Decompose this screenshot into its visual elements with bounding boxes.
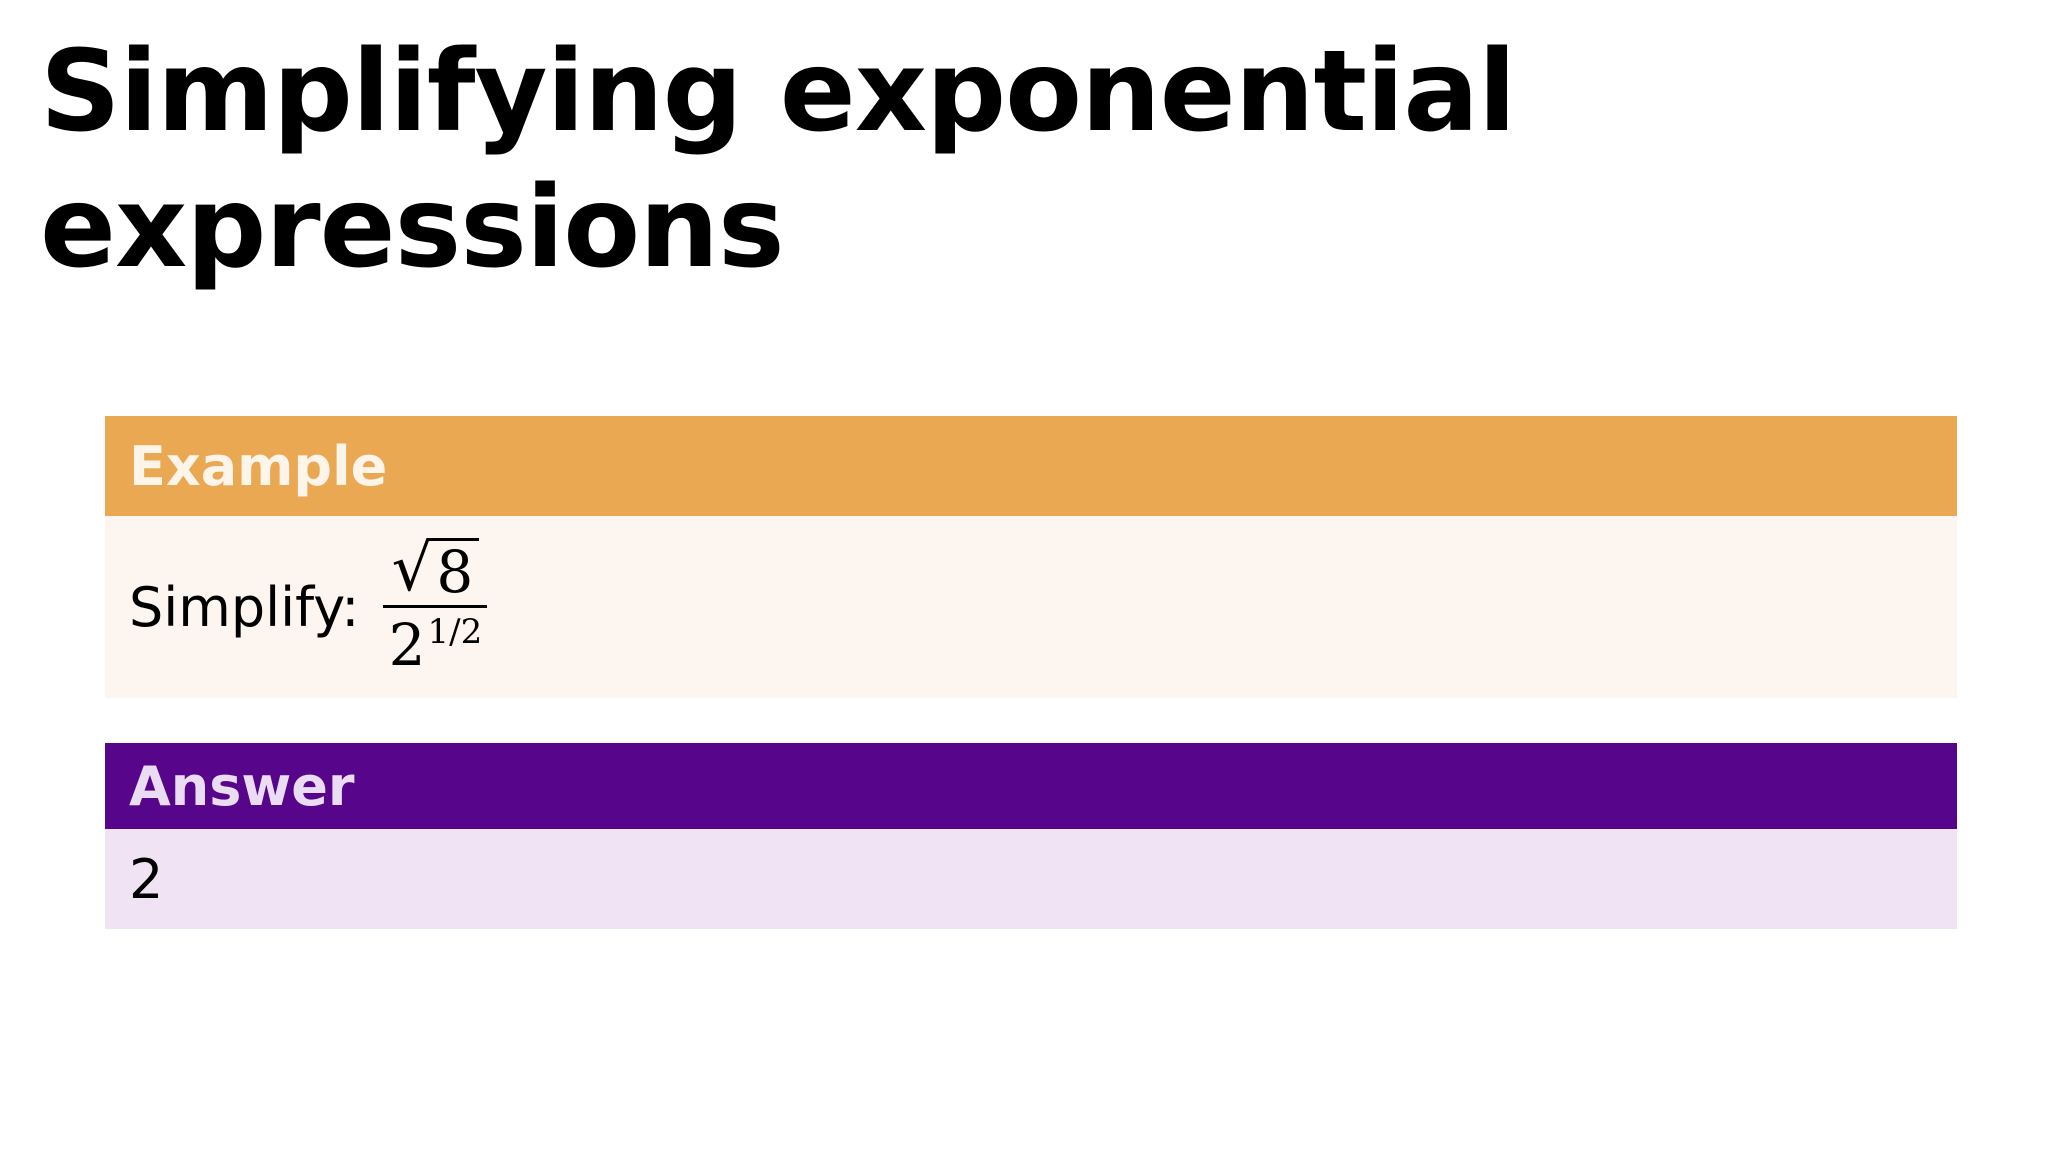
example-header: Example (105, 416, 1957, 516)
square-root-icon: √ (391, 531, 433, 606)
fraction-denominator: 2 1/2 (389, 608, 483, 678)
example-prompt: Simplify: (129, 575, 360, 639)
example-box: Example Simplify: √ 8 2 1/2 (105, 416, 1957, 698)
slide-title: Simplifying exponential expressions (40, 27, 1516, 293)
fraction-bar (383, 604, 488, 608)
answer-body: 2 (105, 829, 1957, 929)
fraction-numerator: √ 8 (386, 537, 486, 605)
denominator-exponent: 1/2 (427, 611, 483, 652)
answer-box: Answer 2 (105, 743, 1957, 929)
answer-heading: Answer (129, 754, 355, 818)
example-heading: Example (129, 434, 388, 498)
example-body: Simplify: √ 8 2 1/2 (105, 516, 1957, 698)
answer-header: Answer (105, 743, 1957, 829)
denominator-base: 2 (388, 610, 426, 679)
fraction-expression: √ 8 2 1/2 (383, 537, 488, 678)
answer-value: 2 (129, 847, 164, 911)
radicand: 8 (432, 537, 480, 601)
